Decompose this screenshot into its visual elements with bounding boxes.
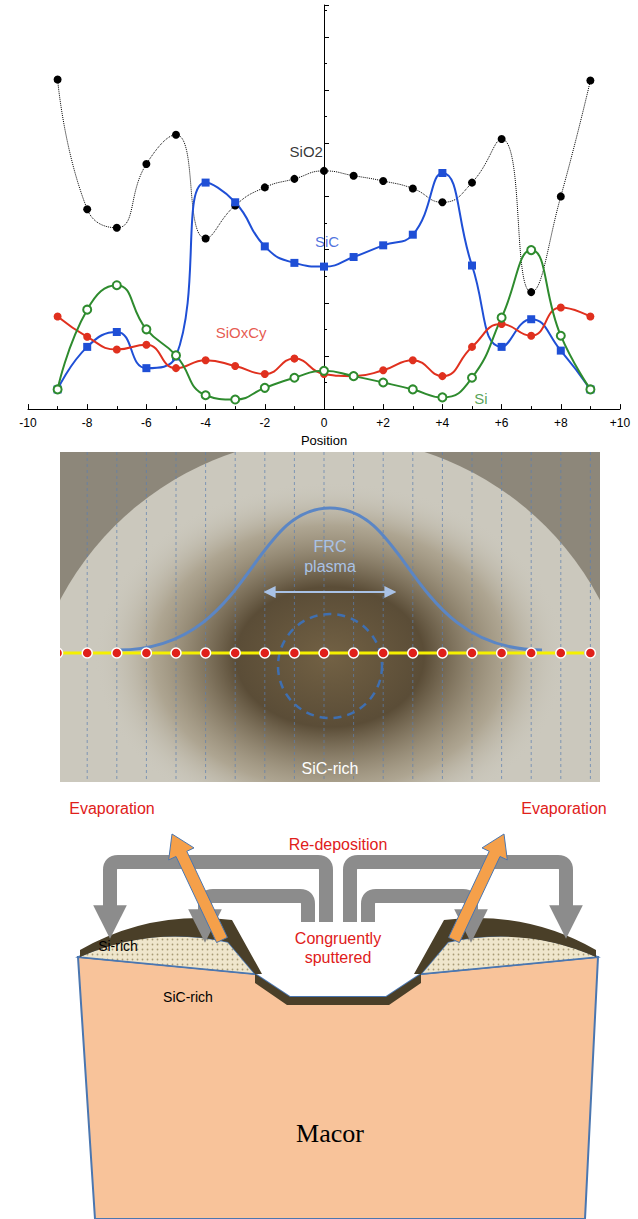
svg-text:+8: +8 bbox=[554, 416, 568, 430]
svg-text:-10: -10 bbox=[19, 416, 37, 430]
svg-text:+6: +6 bbox=[495, 416, 509, 430]
svg-text:SiOxCy: SiOxCy bbox=[216, 324, 267, 341]
svg-text:Si: Si bbox=[474, 390, 487, 407]
svg-text:SiC: SiC bbox=[315, 233, 339, 250]
svg-text:plasma: plasma bbox=[304, 558, 356, 575]
svg-text:Position: Position bbox=[301, 433, 347, 448]
svg-text:-8: -8 bbox=[82, 416, 93, 430]
svg-text:-2: -2 bbox=[259, 416, 270, 430]
svg-text:Congruently: Congruently bbox=[295, 930, 381, 947]
svg-text:Evaporation: Evaporation bbox=[521, 800, 606, 817]
svg-text:SiO2: SiO2 bbox=[290, 143, 323, 160]
svg-text:Macor: Macor bbox=[296, 1119, 364, 1148]
svg-text:SiC-rich: SiC-rich bbox=[163, 989, 213, 1005]
svg-text:Re-deposition: Re-deposition bbox=[289, 836, 388, 853]
svg-text:+2: +2 bbox=[376, 416, 390, 430]
svg-text:SiC-rich: SiC-rich bbox=[302, 760, 359, 777]
svg-text:-4: -4 bbox=[200, 416, 211, 430]
svg-text:0: 0 bbox=[321, 416, 328, 430]
svg-text:Evaporation: Evaporation bbox=[69, 800, 154, 817]
svg-text:-6: -6 bbox=[141, 416, 152, 430]
svg-text:FRC: FRC bbox=[314, 538, 347, 555]
svg-text:+10: +10 bbox=[610, 416, 631, 430]
svg-text:sputtered: sputtered bbox=[305, 949, 372, 966]
svg-text:Si-rich: Si-rich bbox=[98, 938, 138, 954]
svg-text:+4: +4 bbox=[436, 416, 450, 430]
